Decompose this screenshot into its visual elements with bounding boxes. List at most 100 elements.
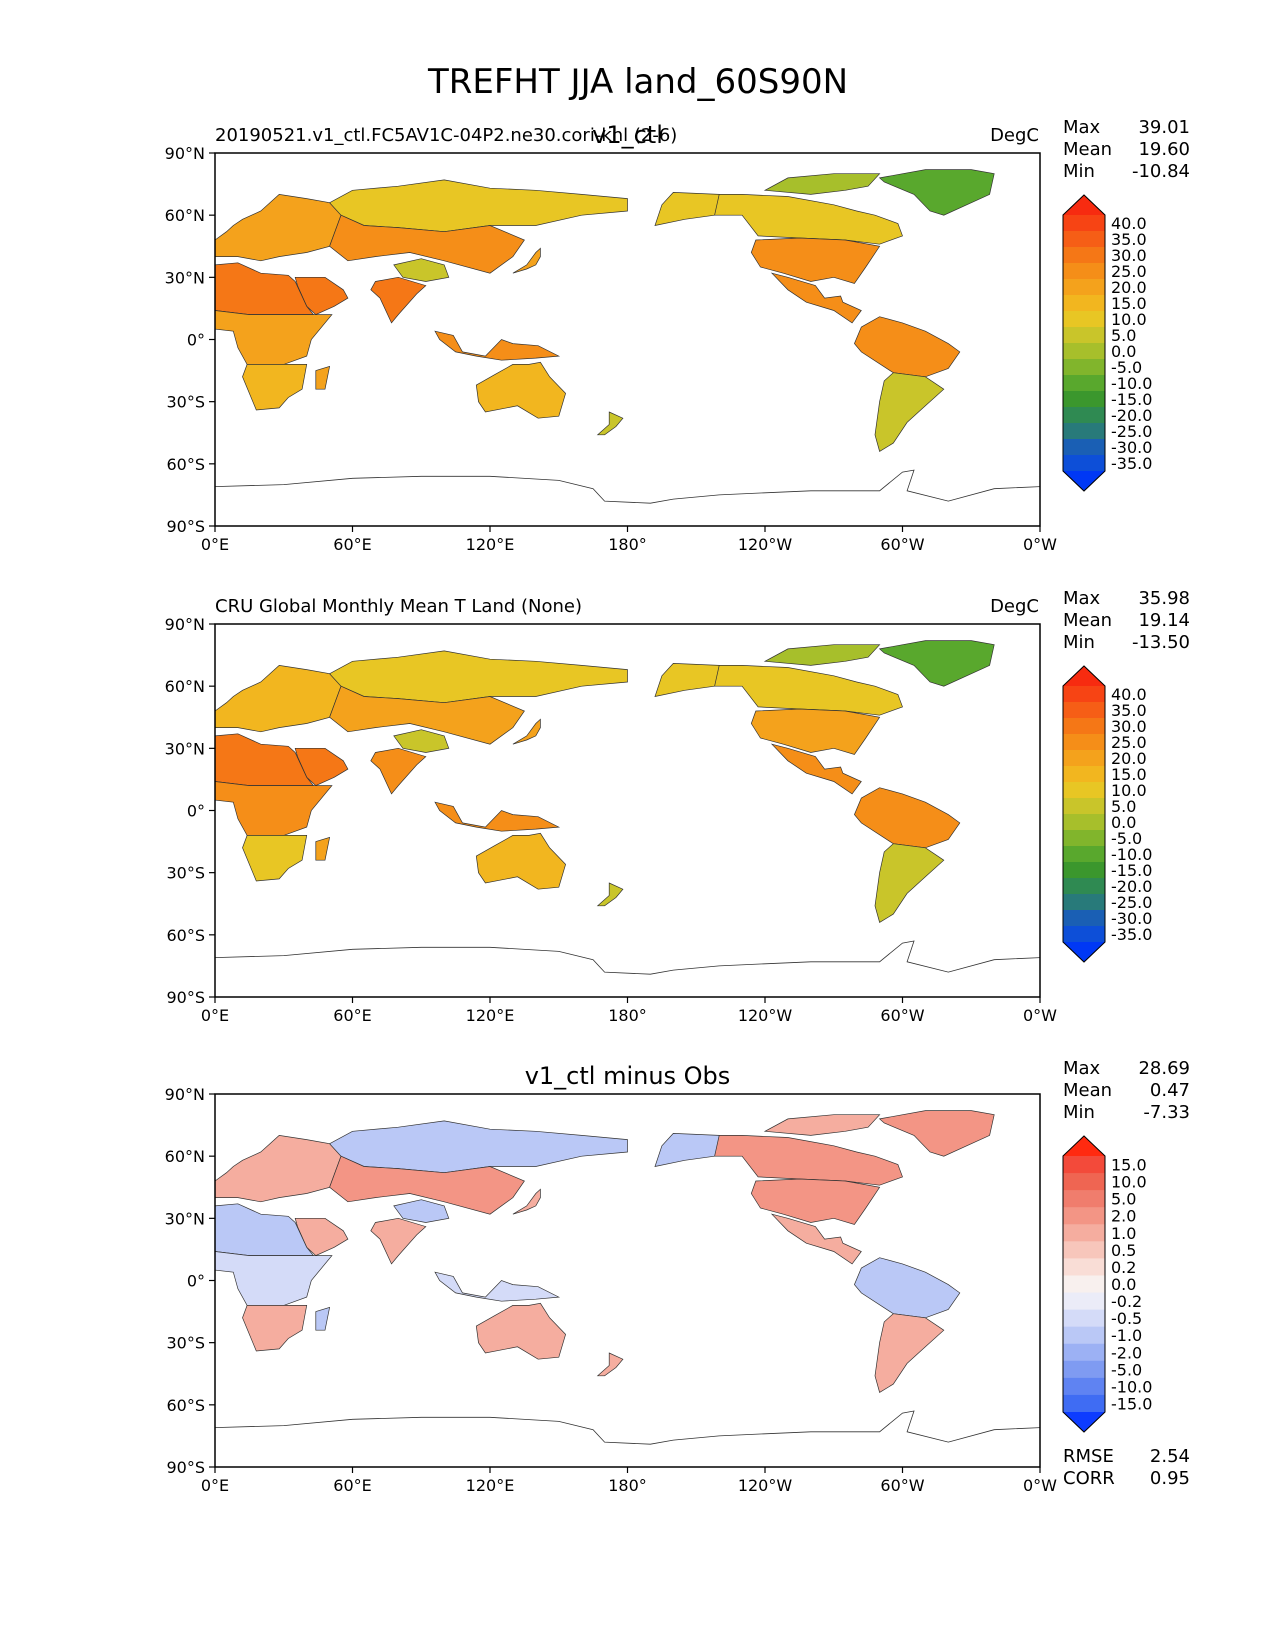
- colorbar-segment: [1063, 702, 1105, 719]
- region-japan: [512, 1188, 541, 1215]
- y-tick-label: 90°S: [166, 988, 205, 1007]
- colorbar-tick-label: 10.0: [1111, 1173, 1147, 1192]
- region-new-zealand: [596, 882, 624, 907]
- region-india: [370, 747, 427, 795]
- colorbar-segment: [1063, 391, 1105, 408]
- region-new-zealand: [596, 411, 624, 436]
- stat-label: Mean: [1063, 139, 1112, 160]
- region-madagascar: [315, 836, 331, 861]
- x-tick-label: 60°W: [880, 535, 924, 554]
- colorbar-segment: [1063, 375, 1105, 392]
- colorbar-tick-label: 10.0: [1111, 310, 1147, 329]
- y-tick-label: 30°N: [165, 739, 205, 758]
- region-australia: [475, 1302, 566, 1360]
- colorbar-tick-label: -30.0: [1111, 438, 1152, 457]
- colorbar-segment: [1063, 718, 1105, 735]
- region-madagascar: [315, 1306, 331, 1331]
- region-canada: [714, 194, 903, 245]
- colorbar-tick-label: -5.0: [1111, 829, 1142, 848]
- stat-label: Min: [1063, 632, 1095, 653]
- colorbar-tick-label: 10.0: [1111, 781, 1147, 800]
- colorbar-segment: [1063, 750, 1105, 767]
- colorbar-outline: [1062, 194, 1106, 492]
- colorbar-tick-label: -35.0: [1111, 925, 1152, 944]
- region-madagascar: [315, 365, 331, 390]
- colorbar-segment: [1063, 247, 1105, 264]
- x-tick-label: 0°W: [1023, 535, 1057, 554]
- colorbar-segment: [1063, 455, 1105, 472]
- stat-label: Mean: [1063, 1080, 1112, 1101]
- colorbar-tick-label: -30.0: [1111, 909, 1152, 928]
- region-southern-africa: [242, 1305, 308, 1352]
- y-tick-label: 0°: [187, 331, 205, 350]
- region-patagonia: [874, 1313, 945, 1393]
- colorbar-tick-label: -20.0: [1111, 406, 1152, 425]
- colorbar-segment: [1063, 1326, 1105, 1345]
- stat-label: CORR: [1063, 1468, 1115, 1489]
- region-australia: [475, 361, 566, 419]
- stat-value: 19.14: [1138, 610, 1190, 631]
- region-united-states: [750, 237, 881, 284]
- x-tick-label: 120°W: [738, 1006, 793, 1025]
- region-arctic-islands: [763, 1114, 881, 1136]
- stat-label: Max: [1063, 588, 1101, 609]
- region-greenland: [878, 1110, 995, 1157]
- colorbar-tick-label: 40.0: [1111, 214, 1147, 233]
- colorbar-tick-label: -5.0: [1111, 358, 1142, 377]
- colorbar-segment: [1063, 782, 1105, 799]
- colorbar-tick-label: 15.0: [1111, 1156, 1147, 1175]
- y-tick-label: 60°S: [166, 926, 205, 945]
- colorbar-extend-max: [1063, 195, 1105, 215]
- x-tick-label: 0°E: [201, 1476, 229, 1495]
- colorbar-tick-label: -25.0: [1111, 893, 1152, 912]
- region-southern-africa: [242, 835, 308, 882]
- x-tick-label: 0°E: [201, 535, 229, 554]
- panel-left-label: CRU Global Monthly Mean T Land (None): [215, 596, 582, 617]
- region-canada: [714, 665, 903, 716]
- colorbar-segment: [1063, 1292, 1105, 1311]
- stat-label: Min: [1063, 161, 1095, 182]
- region-mexico: [770, 272, 862, 324]
- colorbar-tick-label: 30.0: [1111, 246, 1147, 265]
- colorbar-segment: [1063, 1224, 1105, 1242]
- colorbar-tick-label: -10.0: [1111, 1377, 1152, 1396]
- region-central-africa: [214, 310, 333, 365]
- y-tick-label: 60°N: [165, 1147, 205, 1166]
- colorbar: 15.010.05.02.01.00.50.20.0-0.2-0.5-1.0-2…: [1062, 1135, 1152, 1433]
- x-tick-label: 0°W: [1023, 1476, 1057, 1495]
- colorbar-tick-label: 20.0: [1111, 749, 1147, 768]
- map-panel: 0°E 60°E 120°E 180° 120°W 60°W 0°W 90°N 60°N 30°N…: [165, 1058, 1190, 1495]
- colorbar-segment: [1063, 1377, 1105, 1396]
- colorbar-extend-max: [1063, 1136, 1105, 1156]
- y-tick-label: 0°: [187, 802, 205, 821]
- map-panel: 0°E 60°E 120°E 180° 120°W 60°W 0°W 90°N 60°N 30°N…: [165, 117, 1190, 554]
- region-europe: [214, 1135, 342, 1203]
- colorbar-tick-label: 5.0: [1111, 326, 1136, 345]
- colorbar-tick-label: -10.0: [1111, 374, 1152, 393]
- colorbar-segment: [1063, 343, 1105, 360]
- antarctica-coastline: [214, 469, 1041, 504]
- region-japan: [512, 718, 541, 745]
- x-tick-label: 180°: [608, 535, 647, 554]
- x-tick-label: 120°E: [466, 1476, 515, 1495]
- colorbar-segment: [1063, 1309, 1105, 1328]
- antarctica-coastline: [214, 940, 1041, 975]
- x-tick-label: 120°E: [466, 1006, 515, 1025]
- y-tick-label: 60°N: [165, 677, 205, 696]
- colorbar-segment: [1063, 1394, 1105, 1413]
- stat-value: 28.69: [1138, 1058, 1190, 1079]
- region-australia: [475, 832, 566, 890]
- y-tick-label: 90°N: [165, 144, 205, 163]
- stat-label: Min: [1063, 1102, 1095, 1123]
- colorbar-segment: [1063, 798, 1105, 815]
- x-tick-label: 60°W: [880, 1476, 924, 1495]
- y-tick-label: 60°S: [166, 455, 205, 474]
- colorbar-tick-label: -0.2: [1111, 1292, 1142, 1311]
- y-tick-label: 30°N: [165, 1209, 205, 1228]
- y-tick-label: 90°N: [165, 615, 205, 634]
- y-tick-label: 30°S: [166, 393, 205, 412]
- panel-title: v1_ctl minus Obs: [525, 1062, 731, 1090]
- colorbar-segment: [1063, 231, 1105, 248]
- colorbar-segment: [1063, 1241, 1105, 1259]
